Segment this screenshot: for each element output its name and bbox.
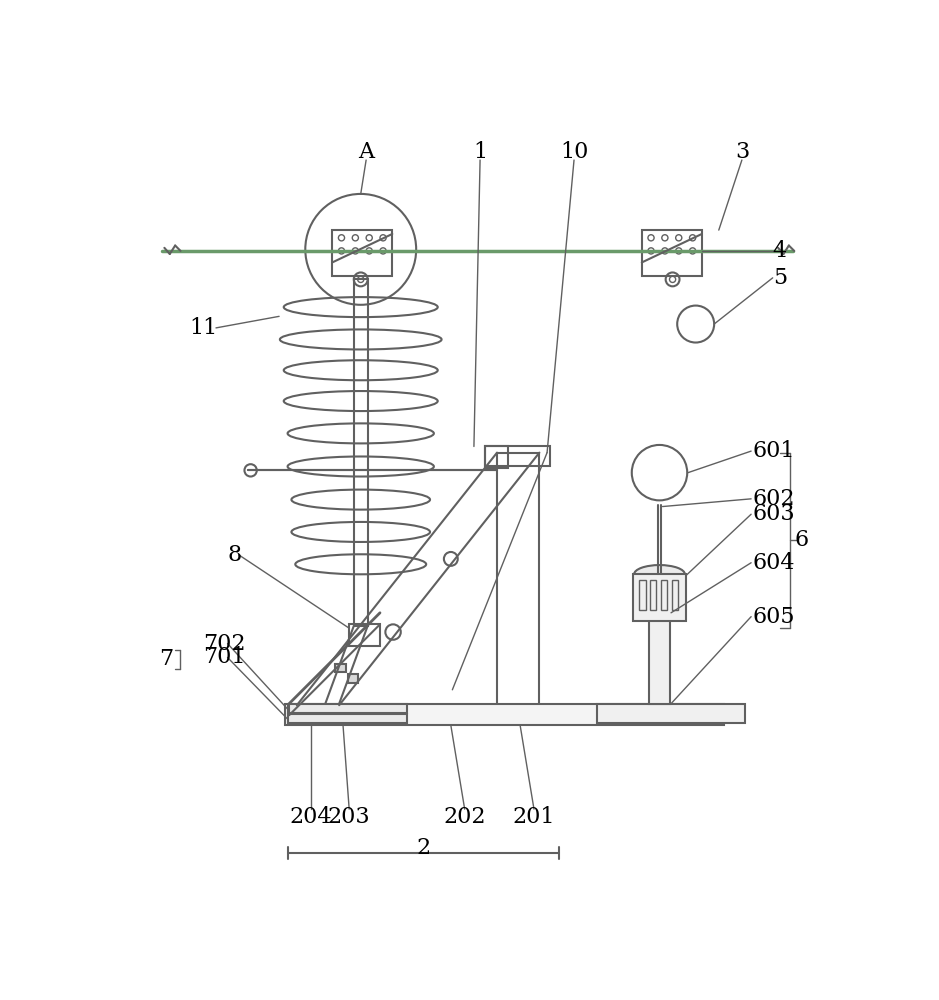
Bar bbox=[597, 704, 745, 723]
Bar bbox=[349, 624, 380, 646]
Text: A: A bbox=[358, 141, 374, 163]
Bar bbox=[285, 704, 724, 725]
Text: 5: 5 bbox=[773, 267, 787, 289]
Text: 202: 202 bbox=[443, 806, 486, 828]
Bar bbox=[287, 704, 407, 713]
Text: 702: 702 bbox=[203, 633, 245, 655]
Bar bbox=[485, 446, 508, 468]
Text: 203: 203 bbox=[328, 806, 371, 828]
Bar bbox=[347, 674, 359, 683]
Bar bbox=[485, 446, 550, 466]
Text: 7: 7 bbox=[159, 648, 173, 670]
Bar bbox=[633, 574, 685, 620]
Text: 602: 602 bbox=[753, 488, 795, 510]
Bar bbox=[332, 230, 393, 276]
Text: 8: 8 bbox=[227, 544, 241, 566]
Bar bbox=[287, 714, 407, 723]
Bar bbox=[497, 453, 539, 707]
Bar bbox=[650, 580, 656, 610]
Text: 6: 6 bbox=[794, 529, 808, 551]
Text: 2: 2 bbox=[416, 837, 430, 859]
Bar bbox=[661, 580, 668, 610]
Text: 3: 3 bbox=[734, 141, 749, 163]
Text: 4: 4 bbox=[773, 240, 787, 262]
Bar bbox=[650, 578, 670, 704]
Text: 605: 605 bbox=[753, 606, 795, 628]
Text: 701: 701 bbox=[203, 646, 245, 668]
Bar bbox=[335, 664, 346, 672]
Text: 1: 1 bbox=[473, 141, 487, 163]
Text: 11: 11 bbox=[189, 317, 217, 339]
Bar bbox=[354, 279, 368, 626]
Text: 604: 604 bbox=[753, 552, 795, 574]
Text: 601: 601 bbox=[753, 440, 795, 462]
Text: 201: 201 bbox=[513, 806, 555, 828]
Ellipse shape bbox=[634, 565, 685, 584]
Bar bbox=[641, 230, 701, 276]
Bar bbox=[671, 580, 678, 610]
Text: 204: 204 bbox=[289, 806, 331, 828]
Text: 10: 10 bbox=[560, 141, 588, 163]
Bar bbox=[639, 580, 646, 610]
Text: 603: 603 bbox=[753, 503, 795, 525]
